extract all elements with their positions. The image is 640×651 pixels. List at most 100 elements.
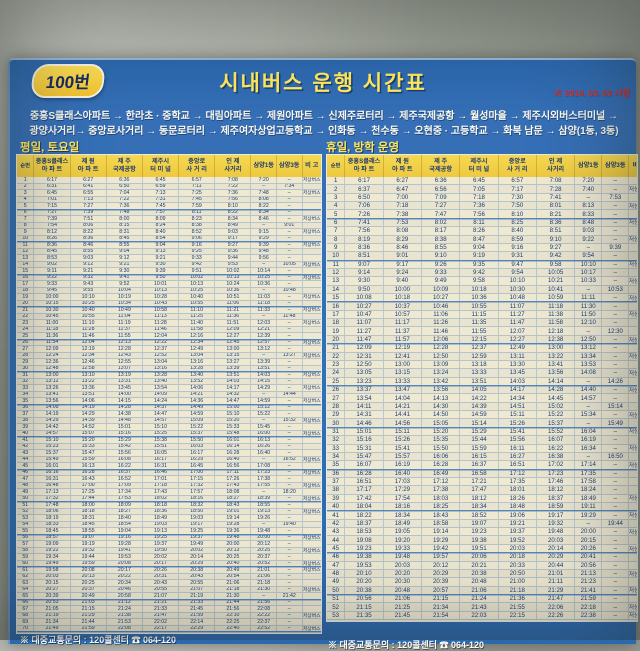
time-cell: 14:29 [250, 385, 276, 391]
time-cell: – [275, 248, 302, 254]
seq-cell: 8 [327, 236, 344, 243]
time-cell: 19:09 [33, 541, 69, 547]
seq-cell: 5 [333, 210, 338, 218]
seq-cell: 48 [327, 570, 344, 577]
time-cell: 8:36 [344, 243, 382, 252]
time-cell: 16:06 [421, 452, 459, 461]
time-cell: 17:29 [382, 486, 421, 494]
timetable-row: 35 16:0716:1916:2816:3716:5117:0217:14–저상… [327, 461, 637, 470]
time-cell: 21:24 [459, 594, 497, 603]
time-cell: 19:03 [178, 515, 214, 521]
column-header: 제 원 아 파 트 [382, 155, 421, 177]
note-cell [628, 536, 637, 544]
timetable-row: 33 15:3115:4115:5015:5916:1116:2216:34–저상… [327, 444, 637, 453]
time-cell: 10:48 [497, 294, 536, 302]
seq-cell: 29 [22, 359, 29, 365]
time-cell: 11:58 [178, 326, 214, 332]
time-cell: 17:58 [574, 477, 601, 486]
time-cell: 10:43 [141, 300, 178, 306]
note-cell: 저상버스 [301, 567, 321, 573]
time-cell: 9:47 [497, 260, 536, 268]
time-cell: 9:10 [535, 235, 574, 243]
time-cell: – [601, 536, 628, 544]
time-cell: 11:17 [382, 319, 421, 327]
time-cell: 21:01 [535, 569, 574, 578]
time-cell: 11:47 [497, 319, 536, 327]
time-cell: 21:06 [459, 586, 497, 594]
time-cell: 8:51 [535, 227, 574, 235]
time-cell: 17:26 [214, 476, 250, 482]
time-cell: 11:46 [421, 327, 459, 335]
time-cell: 8:09 [141, 216, 178, 222]
time-cell: – [601, 528, 628, 536]
time-cell: 13:23 [344, 377, 382, 385]
time-cell: 14:13 [421, 394, 459, 402]
seq-cell: 1 [333, 177, 338, 185]
seq-cell: 67 [22, 606, 29, 612]
time-cell: 20:03 [382, 561, 421, 569]
note-cell [301, 255, 321, 261]
time-cell: 8:31 [105, 229, 142, 235]
timetable-row: 49 17:13 17:25 17:34 17:43 17:57 18:08–18:20 [17, 489, 321, 496]
time-cell: 13:00 [33, 372, 69, 378]
time-cell: 14:57 [141, 417, 178, 423]
seq-cell: 52 [17, 509, 33, 515]
timetable-row: 28 12:24 12:34 12:43 12:52 13:04 13:15–13:27 저상… [17, 352, 321, 359]
time-cell: 11:07 [497, 302, 536, 310]
time-cell: – [275, 554, 302, 560]
time-cell: 11:54 [33, 339, 69, 345]
seq-cell: 8 [17, 223, 33, 229]
timetable-row: 19 10:00 10:10 10:19 10:28 10:40 10:51 11:03– 저상… [17, 294, 321, 301]
seq-cell: 33 [22, 385, 29, 391]
time-cell: 15:20 [421, 427, 459, 436]
time-cell: 18:37 [535, 494, 574, 503]
timetable-row: 47:067:187:277:367:508:018:13–저상버스 [327, 202, 637, 211]
seq-cell: 35 [22, 398, 29, 404]
time-cell: 18:33 [33, 521, 69, 527]
column-header: 비 고 [628, 155, 637, 177]
note-cell: 저상버스 [301, 307, 321, 313]
time-cell: 9:12 [69, 261, 106, 267]
time-cell: 15:20 [69, 437, 106, 443]
time-cell: 14:38 [105, 411, 142, 417]
time-cell: – [574, 327, 601, 335]
note-cell: 저상버스 [301, 261, 321, 267]
time-cell: – [601, 594, 628, 603]
timetable-row: 37 16:51 17:03 17:12 17:21 17:35 17:46 17:58– [327, 477, 637, 487]
time-cell: 13:47 [382, 385, 421, 394]
time-cell: 15:22 [250, 411, 276, 417]
time-cell: 12:49 [178, 346, 214, 352]
time-cell: 8:51 [344, 252, 382, 260]
time-cell: 14:44 [275, 391, 302, 397]
time-cell: 10:36 [250, 281, 276, 287]
seq-cell: 15 [332, 294, 340, 302]
seq-cell: 30 [17, 366, 33, 372]
timetable-row: 7 7:39 7:51 8:00 8:09 8:23 8:34 8:46– 저상버스 [17, 216, 321, 223]
time-cell: 21:15 [344, 603, 382, 611]
time-cell: 20:00 [250, 534, 276, 540]
time-cell: 6:47 [382, 185, 421, 193]
time-cell: 19:42 [421, 544, 459, 553]
time-cell: 15:26 [382, 436, 421, 444]
time-cell: 7:22 [105, 196, 142, 202]
note-cell: 저상버스 [628, 385, 637, 394]
time-cell: 19:28 [214, 521, 250, 527]
time-cell: – [601, 469, 628, 477]
note-cell [301, 541, 321, 547]
time-cell: 14:03 [250, 372, 276, 378]
time-cell: 21:30 [214, 593, 250, 599]
seq-cell: 9 [333, 244, 338, 252]
time-cell: 7:41 [535, 193, 574, 202]
time-cell: 10:57 [382, 310, 421, 319]
time-cell: 22:18 [574, 603, 601, 611]
time-cell: 6:50 [105, 183, 142, 189]
time-cell: 14:19 [69, 404, 106, 410]
time-cell: 10:40 [69, 307, 106, 313]
time-cell: 13:18 [459, 360, 497, 369]
seq-cell: 51 [22, 502, 29, 508]
time-cell: 17:09 [105, 482, 142, 488]
time-cell: 16:37 [459, 461, 497, 469]
time-cell: 18:39 [250, 495, 276, 501]
